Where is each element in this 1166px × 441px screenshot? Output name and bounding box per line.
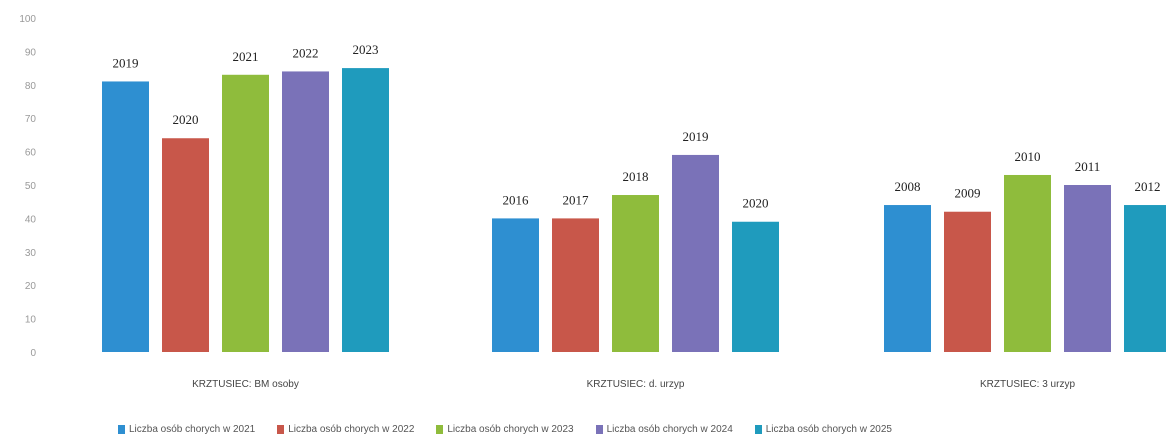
bar [944,211,991,352]
bar [102,81,149,353]
legend-item: Liczba osób chorych w 2023 [436,424,574,435]
category-label: KRZTUSIEC: d. urzyp [587,379,685,390]
y-tick-label: 90 [25,47,37,58]
bar-data-label: 2020 [173,112,199,127]
legend-label: Liczba osób chorych w 2021 [129,424,256,435]
category-label: KRZTUSIEC: BM osoby [192,379,299,390]
bar-data-label: 2019 [683,129,709,144]
bar-data-label: 2022 [293,45,319,60]
legend-swatch [436,425,444,434]
bar-data-label: 2011 [1075,159,1101,174]
bar-data-label: 2009 [955,186,981,201]
category-label: KRZTUSIEC: 3 urzyp [980,379,1075,390]
bar-data-label: 2020 [743,196,769,211]
bar [222,74,269,352]
y-tick-label: 0 [30,348,36,359]
y-tick-label: 80 [25,81,37,92]
y-tick-label: 20 [25,281,37,292]
y-tick-label: 30 [25,248,37,259]
legend: Liczba osób chorych w 2021 Liczba osób ch… [118,424,892,435]
legend-item: Liczba osób chorych w 2025 [754,424,892,435]
bar [1004,174,1051,352]
bar [162,138,209,352]
y-tick-label: 100 [19,14,36,25]
y-tick-label: 60 [25,148,37,159]
legend-item: Liczba osób chorych w 2024 [595,424,733,435]
bar [492,218,539,352]
bar [1064,185,1111,352]
y-tick-label: 50 [25,181,37,192]
y-tick-label: 70 [25,114,37,125]
legend-swatch [754,425,762,434]
bar [612,195,659,352]
y-tick-label: 10 [25,315,37,326]
bar [884,205,931,352]
bar-data-label: 2023 [353,42,379,57]
bar [732,221,779,352]
bar-data-label: 2016 [503,192,530,207]
bar-data-label: 2019 [113,55,139,70]
legend-item: Liczba osób chorych w 2022 [277,424,414,435]
legend-swatch [277,425,285,434]
bar [552,218,599,352]
bar-data-label: 2010 [1015,149,1041,164]
legend-item: Liczba osób chorych w 2021 [118,424,255,435]
bar-data-label: 2018 [623,169,649,184]
bar [672,154,719,352]
legend-label: Liczba osób chorych w 2023 [447,424,574,435]
bar [342,68,389,352]
bar [282,71,329,352]
legend-swatch [595,425,603,434]
bar [1124,205,1166,352]
legend-label: Liczba osób chorych w 2022 [288,424,415,435]
bar-data-label: 2012 [1135,179,1161,194]
legend-label: Liczba osób chorych w 2024 [606,424,733,435]
bar-data-label: 2017 [563,192,590,207]
y-tick-label: 40 [25,214,37,225]
legend-swatch [118,425,125,434]
legend-label: Liczba osób chorych w 2025 [765,424,892,435]
bar-data-label: 2008 [895,179,921,194]
bar-data-label: 2021 [233,49,259,64]
